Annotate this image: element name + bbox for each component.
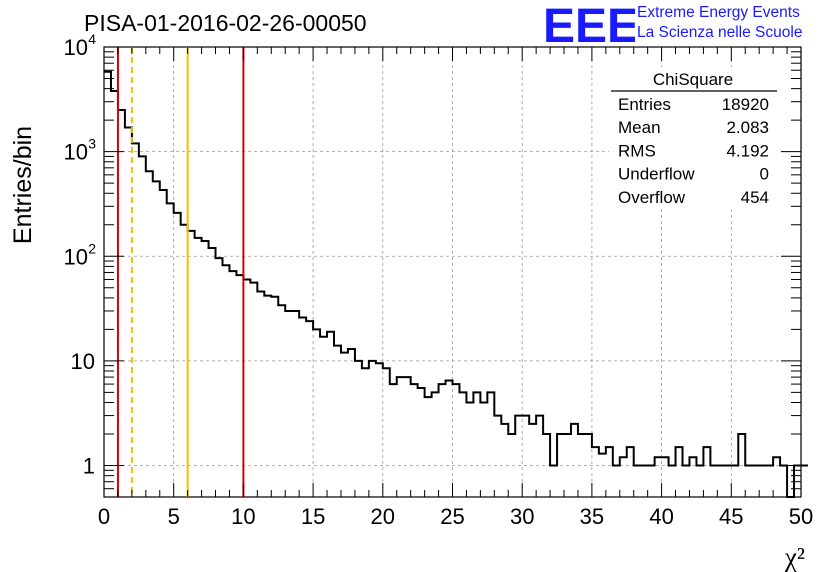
stats-row-label: Mean [618,118,661,137]
x-tick-label: 40 [649,504,673,529]
stats-row-value: 0 [760,165,769,184]
y-tick-label: 10 [64,244,88,269]
logo-line-1: Extreme Energy Events [637,4,800,21]
histogram-line [104,70,808,498]
x-tick-label: 30 [510,504,534,529]
y-tick-exponent: 4 [88,31,96,47]
logo-line-2: La Scienza nelle Scuole [637,24,803,41]
chart-title: PISA-01-2016-02-26-00050 [84,10,367,36]
x-tick-label: 15 [301,504,325,529]
y-tick-label: 10 [64,140,88,165]
stats-box: ChiSquare Entries 18920 Mean 2.083 RMS 4.192 U… [609,67,779,209]
x-axis-label: χ² [784,542,805,572]
y-axis-label: Entries/bin [9,126,37,244]
stats-row-label: RMS [618,141,656,160]
stats-row-label: Entries [618,95,671,114]
x-tick-label: 25 [440,504,464,529]
y-tick-label: 10 [71,349,95,374]
stats-row-label: Overflow [618,188,686,207]
x-tick-label: 20 [371,504,395,529]
x-tick-label: 50 [789,504,813,529]
stats-row-value: 454 [741,188,769,207]
stats-row-label: Underflow [618,165,695,184]
cut-lines [116,47,245,497]
y-tick-exponent: 2 [88,240,96,256]
stats-row-value: 2.083 [726,118,769,137]
y-tick-label: 1 [83,454,95,479]
x-tick-label: 45 [719,504,743,529]
logo-caption: Extreme Energy Events La Scienza nelle S… [637,3,802,43]
eee-logo: EEE [543,2,635,46]
stats-row-value: 4.192 [726,141,769,160]
x-tick-labels: 0 5 10 15 20 25 30 35 40 45 50 [98,504,813,529]
histogram-steps [104,70,808,498]
x-tick-label: 0 [98,504,110,529]
stats-row-value: 18920 [722,95,769,114]
x-tick-label: 5 [168,504,180,529]
stats-title: ChiSquare [653,70,733,89]
eee-logo-text: EEE [543,2,635,46]
axis-ticks [103,46,802,497]
y-tick-label: 10 [64,35,88,60]
x-tick-label: 35 [580,504,604,529]
x-tick-label: 10 [231,504,255,529]
y-tick-exponent: 3 [88,136,96,152]
